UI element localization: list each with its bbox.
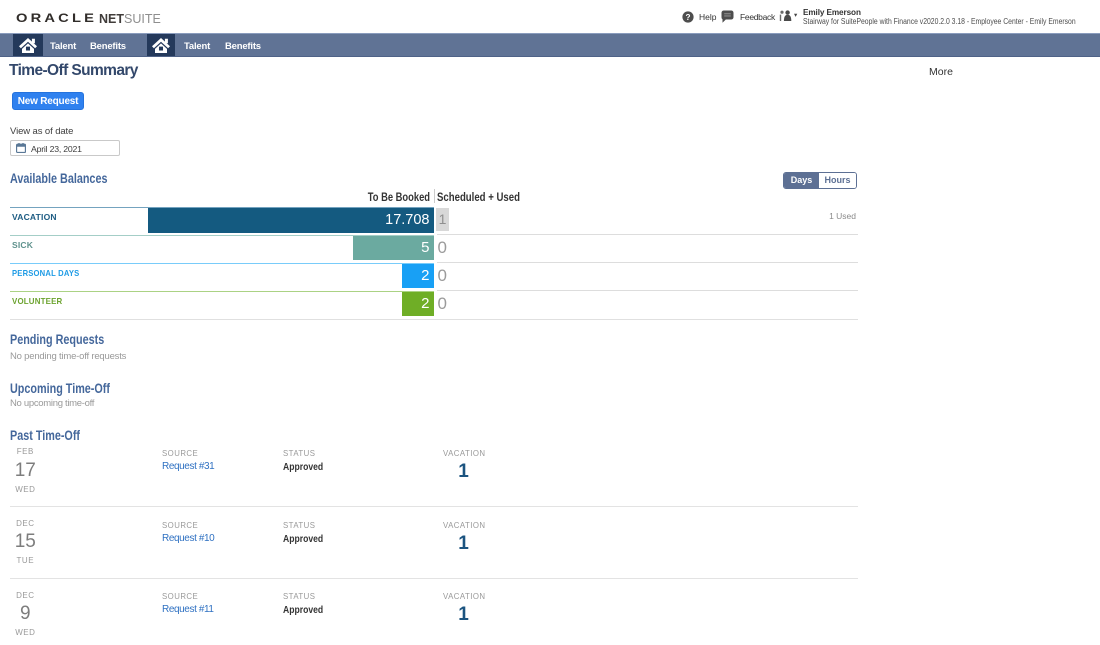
svg-text:?: ? [685, 13, 690, 22]
